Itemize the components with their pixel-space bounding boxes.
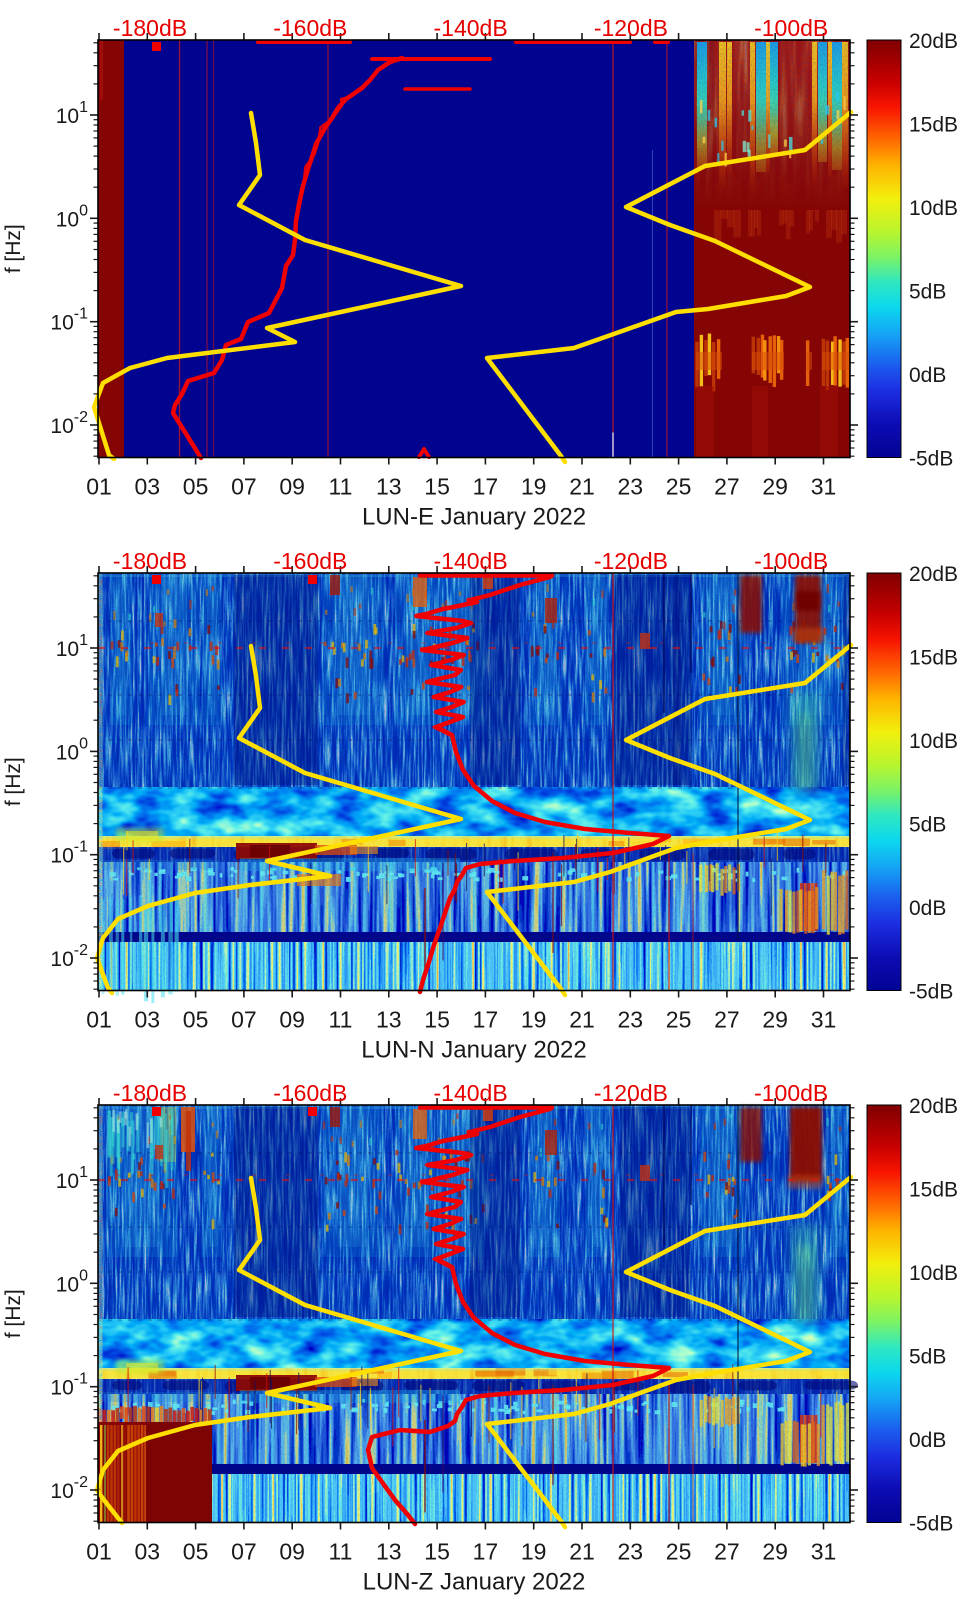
svg-text:0dB: 0dB [909, 1429, 946, 1452]
svg-text:23: 23 [618, 1539, 644, 1565]
svg-text:23: 23 [618, 474, 644, 500]
svg-text:10dB: 10dB [909, 1262, 958, 1285]
svg-text:05: 05 [183, 1539, 209, 1565]
svg-text:01: 01 [86, 1539, 112, 1565]
svg-text:-160dB: -160dB [273, 1080, 347, 1106]
svg-text:10dB: 10dB [909, 197, 958, 220]
svg-text:-140dB: -140dB [434, 548, 508, 574]
svg-text:-140dB: -140dB [434, 15, 508, 41]
svg-text:-180dB: -180dB [113, 1080, 187, 1106]
svg-text:09: 09 [279, 474, 305, 500]
svg-text:29: 29 [762, 1007, 788, 1033]
svg-text:31: 31 [811, 474, 837, 500]
svg-text:LUN-Z January 2022: LUN-Z January 2022 [363, 1569, 586, 1596]
svg-text:25: 25 [666, 1539, 692, 1565]
svg-text:21: 21 [569, 1007, 595, 1033]
svg-text:11: 11 [329, 1539, 353, 1565]
svg-text:07: 07 [231, 474, 257, 500]
svg-text:15: 15 [424, 1007, 450, 1033]
svg-text:-160dB: -160dB [273, 15, 347, 41]
svg-text:-120dB: -120dB [594, 548, 668, 574]
svg-text:-180dB: -180dB [113, 548, 187, 574]
svg-text:27: 27 [714, 1007, 740, 1033]
svg-text:27: 27 [714, 1539, 740, 1565]
svg-text:17: 17 [473, 474, 499, 500]
svg-text:LUN-E January 2022: LUN-E January 2022 [362, 504, 586, 531]
svg-text:-120dB: -120dB [594, 1080, 668, 1106]
svg-text:11: 11 [329, 474, 353, 500]
svg-text:0dB: 0dB [909, 364, 946, 387]
svg-text:31: 31 [811, 1539, 837, 1565]
svg-text:f [Hz]: f [Hz] [2, 224, 25, 273]
svg-text:13: 13 [376, 1539, 402, 1565]
svg-text:23: 23 [618, 1007, 644, 1033]
svg-text:15: 15 [424, 1539, 450, 1565]
svg-text:-5dB: -5dB [909, 448, 953, 471]
svg-text:13: 13 [376, 474, 402, 500]
svg-text:19: 19 [521, 1007, 547, 1033]
svg-text:19: 19 [521, 474, 547, 500]
svg-text:21: 21 [569, 1539, 595, 1565]
svg-text:20dB: 20dB [909, 30, 958, 53]
svg-text:25: 25 [666, 474, 692, 500]
svg-text:-140dB: -140dB [434, 1080, 508, 1106]
svg-text:-100dB: -100dB [754, 548, 828, 574]
svg-text:17: 17 [473, 1539, 499, 1565]
svg-text:-160dB: -160dB [273, 548, 347, 574]
svg-text:13: 13 [376, 1007, 402, 1033]
svg-text:03: 03 [135, 1539, 161, 1565]
svg-text:03: 03 [135, 474, 161, 500]
svg-text:19: 19 [521, 1539, 547, 1565]
svg-text:01: 01 [86, 1007, 112, 1033]
svg-text:LUN-N January 2022: LUN-N January 2022 [361, 1037, 586, 1064]
svg-text:15: 15 [424, 474, 450, 500]
svg-text:20dB: 20dB [909, 563, 958, 586]
svg-text:05: 05 [183, 474, 209, 500]
svg-text:-100dB: -100dB [754, 1080, 828, 1106]
svg-text:20dB: 20dB [909, 1095, 958, 1118]
svg-text:01: 01 [86, 474, 112, 500]
svg-text:27: 27 [714, 474, 740, 500]
svg-text:29: 29 [762, 1539, 788, 1565]
svg-text:-180dB: -180dB [113, 15, 187, 41]
svg-text:-100dB: -100dB [754, 15, 828, 41]
svg-text:-5dB: -5dB [909, 981, 953, 1004]
svg-text:07: 07 [231, 1539, 257, 1565]
svg-text:5dB: 5dB [909, 1346, 946, 1369]
svg-text:09: 09 [279, 1007, 305, 1033]
svg-text:15dB: 15dB [909, 114, 958, 137]
svg-text:11: 11 [329, 1007, 353, 1033]
svg-text:0dB: 0dB [909, 897, 946, 920]
svg-text:09: 09 [279, 1539, 305, 1565]
svg-text:07: 07 [231, 1007, 257, 1033]
svg-text:03: 03 [135, 1007, 161, 1033]
svg-text:15dB: 15dB [909, 1179, 958, 1202]
svg-text:5dB: 5dB [909, 281, 946, 304]
svg-text:f [Hz]: f [Hz] [2, 757, 25, 806]
svg-text:-120dB: -120dB [594, 15, 668, 41]
svg-text:17: 17 [473, 1007, 499, 1033]
svg-text:31: 31 [811, 1007, 837, 1033]
svg-text:-5dB: -5dB [909, 1513, 953, 1536]
svg-text:29: 29 [762, 474, 788, 500]
svg-text:10dB: 10dB [909, 730, 958, 753]
svg-text:21: 21 [569, 474, 595, 500]
svg-text:15dB: 15dB [909, 647, 958, 670]
svg-text:25: 25 [666, 1007, 692, 1033]
svg-text:5dB: 5dB [909, 814, 946, 837]
svg-text:05: 05 [183, 1007, 209, 1033]
svg-text:f [Hz]: f [Hz] [2, 1289, 25, 1338]
